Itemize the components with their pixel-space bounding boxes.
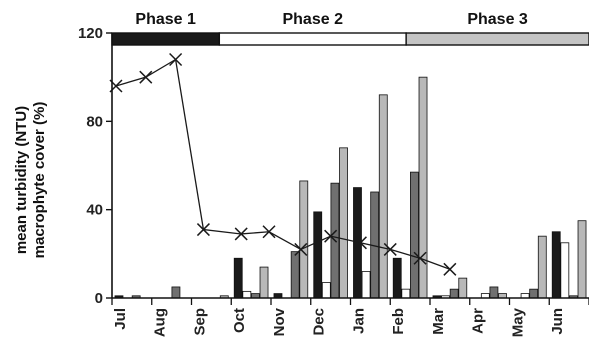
bar-group-oct: [233, 257, 269, 299]
x-tick-label-apr: Apr: [470, 308, 487, 334]
bar-oct-s4: [259, 266, 269, 299]
x-tick-label-jul: Jul: [112, 308, 129, 330]
bar-group-jan: [353, 94, 388, 299]
turbidity-point-5: [234, 227, 248, 241]
x-tick-label-mar: Mar: [430, 308, 447, 335]
bar-apr-s3: [489, 286, 499, 299]
x-tick-label-aug: Aug: [152, 308, 169, 337]
bar-oct-s1: [233, 257, 243, 299]
turbidity-point-7: [294, 242, 308, 256]
bar-dec-s4: [339, 147, 348, 299]
turbidity-point-6: [262, 225, 276, 239]
x-tick-label-oct: Oct: [231, 308, 248, 333]
x-tick-label-jan: Jan: [350, 308, 367, 334]
bar-mar-s4: [458, 277, 468, 299]
bar-group-dec: [313, 147, 348, 299]
bar-group-nov: [273, 180, 309, 299]
bar-jan-s4: [378, 94, 388, 299]
bar-may-s4: [537, 235, 547, 299]
x-tick-labels: Jul Aug Sep Oct Nov Dec Jan Feb Mar Apr May Jun: [112, 307, 566, 337]
bar-group-may: [520, 235, 547, 299]
bar-feb-s4: [418, 76, 428, 299]
x-tick-label-dec: Dec: [311, 308, 328, 336]
y-tick-label-120: 120: [78, 25, 103, 42]
bar-oct-s2: [242, 290, 252, 299]
bar-jun-s1: [551, 231, 561, 299]
bar-group-mar: [432, 277, 468, 299]
phase-label-1: Phase 1: [135, 11, 196, 28]
y-tick-label-40: 40: [86, 202, 103, 219]
bar-feb-s1: [392, 257, 402, 299]
bar-feb-s3: [410, 171, 419, 299]
bar-group-jun: [551, 220, 587, 299]
bar-nov-s3: [290, 251, 300, 299]
turbidity-point-4: [196, 223, 210, 237]
bar-jun-s2: [560, 242, 570, 299]
bar-groups: [114, 76, 587, 299]
bar-group-aug: [171, 286, 181, 299]
turbidity-point-3: [169, 52, 183, 67]
turbidity-series: [109, 52, 457, 276]
bar-feb-s2: [401, 288, 411, 299]
y-tick-label-0: 0: [95, 290, 103, 307]
turbidity-point-10: [383, 242, 397, 256]
bar-group-feb: [392, 76, 428, 299]
y-tick-label-80: 80: [86, 113, 103, 130]
turbidity-point-11: [413, 251, 427, 265]
bar-mar-s3: [449, 288, 459, 299]
bar-nov-s4: [299, 180, 309, 299]
phase-segment-1: [111, 32, 221, 46]
bar-dec-s2: [321, 282, 331, 299]
turbidity-point-12: [443, 262, 457, 276]
phase-segment-3: [405, 32, 589, 46]
bar-aug-s3: [171, 286, 181, 299]
x-tick-label-nov: Nov: [271, 307, 288, 336]
y-axis-title-line-1: mean turbidity (NTU): [13, 106, 30, 254]
y-axis-title-line-2: macrophyte cover (%): [31, 102, 48, 259]
x-tick-label-feb: Feb: [390, 308, 407, 335]
phase-label-3: Phase 3: [467, 11, 528, 28]
x-tick-label-sep: Sep: [191, 308, 208, 336]
turbidity-point-8: [324, 229, 338, 243]
x-tick-label-jun: Jun: [549, 308, 566, 335]
bar-jun-s4: [577, 220, 587, 299]
turbidity-line: [115, 58, 451, 270]
bar-group-apr: [480, 286, 507, 299]
y-tick-labels: 0 40 80 120: [78, 25, 103, 307]
turbidity-point-9: [353, 236, 367, 250]
y-axis-title: mean turbidity (NTU) macrophyte cover (%…: [13, 102, 48, 259]
bar-jan-s2: [361, 271, 371, 299]
bar-may-s3: [529, 288, 539, 299]
axes: [106, 32, 589, 305]
phase-label-2: Phase 2: [282, 11, 343, 28]
bar-dec-s1: [313, 211, 323, 299]
turbidity-point-2: [139, 70, 153, 84]
phase-band: Phase 1 Phase 2 Phase 3: [111, 11, 589, 46]
x-tick-label-may: May: [509, 307, 526, 337]
phase-segment-2: [218, 32, 407, 46]
